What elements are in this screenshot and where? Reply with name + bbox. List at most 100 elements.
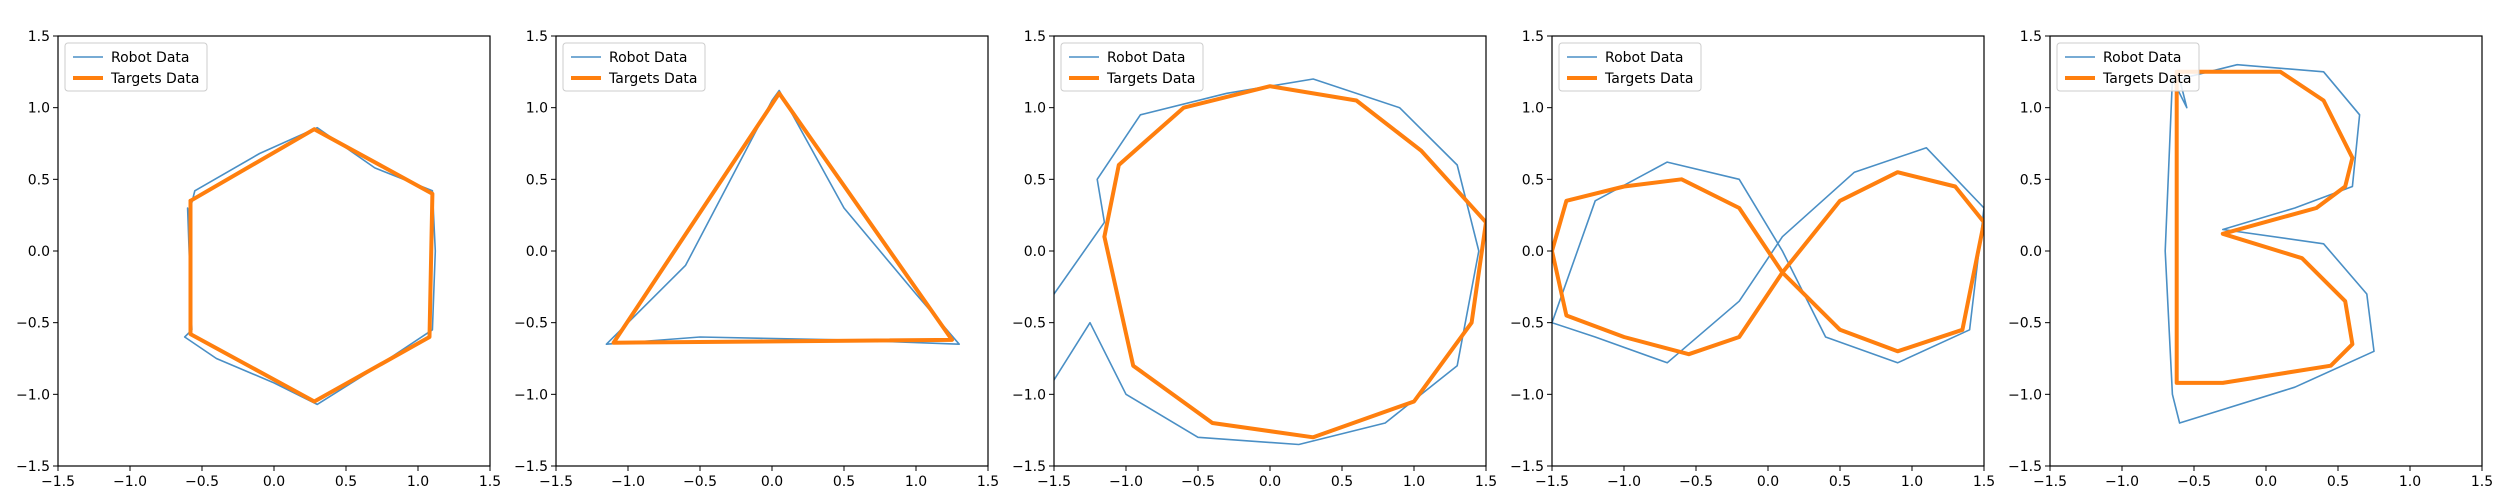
y-tick-label: −1.5 — [1510, 459, 1544, 475]
chart-panel-2: −1.5 −1.0 −0.5 0.0 0.5 1.0 1.5 −1.5 −1.0 −0.5 0.0 0… — [514, 29, 999, 490]
chart-panel-5: −1.5 −1.0 −0.5 0.0 0.5 1.0 1.5 −1.5 −1.0 −0.5 0.0 0… — [2008, 29, 2493, 490]
robot-data-line — [183, 126, 437, 406]
data-layer — [1552, 147, 1984, 364]
y-tick-label: −0.5 — [1510, 316, 1544, 332]
y-tick-label: 1.5 — [1024, 29, 1046, 45]
y-tick-label: 0.5 — [1024, 172, 1046, 188]
y-tick-label: 1.5 — [28, 29, 50, 45]
x-tick-label: −0.5 — [683, 474, 717, 490]
legend-label: Robot Data — [609, 50, 687, 66]
y-tick-label: 0.0 — [1522, 244, 1544, 260]
x-tick-label: −1.5 — [41, 474, 75, 490]
y-tick-label: 0.0 — [2020, 244, 2042, 260]
y-tick-label: 0.0 — [1024, 244, 1046, 260]
y-tick-label: 0.5 — [28, 172, 50, 188]
x-tick-label: −0.5 — [185, 474, 219, 490]
x-tick-label: 1.0 — [905, 474, 927, 490]
legend-label: Robot Data — [111, 50, 189, 66]
legend: Robot Data Targets Data — [2056, 42, 2200, 92]
x-tick-label: 1.5 — [479, 474, 501, 490]
data-layer — [183, 126, 437, 406]
x-tick-label: −1.5 — [539, 474, 573, 490]
y-tick-label: 0.5 — [2020, 172, 2042, 188]
robot-data-line — [605, 89, 961, 346]
plot-area — [2050, 36, 2482, 466]
x-tick-label: 1.0 — [407, 474, 429, 490]
y-tick-label: 1.0 — [2020, 101, 2042, 117]
y-tick-label: 1.0 — [1024, 101, 1046, 117]
x-tick-label: −0.5 — [2177, 474, 2211, 490]
chart-panel-1: −1.5 −1.0 −0.5 0.0 0.5 1.0 1.5 −1.5 −1.0 −0.5 0.0 0… — [16, 29, 501, 490]
legend: Robot Data Targets Data — [562, 42, 706, 92]
y-tick-label: −0.5 — [1012, 316, 1046, 332]
x-tick-label: −1.0 — [113, 474, 147, 490]
x-tick-label: 0.5 — [1829, 474, 1851, 490]
x-tick-label: −1.0 — [1109, 474, 1143, 490]
x-tick-label: 0.0 — [2255, 474, 2277, 490]
y-tick-label: −1.0 — [16, 387, 50, 403]
y-tick-label: −1.0 — [1012, 387, 1046, 403]
y-tick-label: −1.0 — [2008, 387, 2042, 403]
legend-label: Targets Data — [608, 71, 697, 87]
x-tick-label: 0.0 — [1259, 474, 1281, 490]
targets-data-line — [1552, 170, 1984, 357]
x-tick-label: 0.0 — [761, 474, 783, 490]
y-tick-label: −0.5 — [2008, 316, 2042, 332]
chart-panel-3: −1.5 −1.0 −0.5 0.0 0.5 1.0 1.5 −1.5 −1.0 −0.5 0.0 0… — [1012, 29, 1497, 490]
x-tick-label: 1.5 — [1973, 474, 1995, 490]
plot-area — [58, 36, 490, 466]
x-tick-label: 1.0 — [2399, 474, 2421, 490]
y-tick-label: 1.0 — [28, 101, 50, 117]
x-tick-label: 1.5 — [977, 474, 999, 490]
legend-label: Targets Data — [2102, 71, 2191, 87]
robot-data-line — [1552, 147, 1984, 364]
robot-data-line — [1054, 78, 1480, 446]
y-tick-label: 0.0 — [526, 244, 548, 260]
x-tick-label: −1.5 — [1535, 474, 1569, 490]
x-tick-label: 0.0 — [263, 474, 285, 490]
targets-data-line — [2174, 69, 2355, 385]
x-tick-label: 0.5 — [2327, 474, 2349, 490]
y-tick-label: 1.5 — [2020, 29, 2042, 45]
x-tick-label: 0.5 — [833, 474, 855, 490]
targets-data-line — [1102, 84, 1486, 440]
y-tick-label: 1.0 — [526, 101, 548, 117]
chart-panel-4: −1.5 −1.0 −0.5 0.0 0.5 1.0 1.5 −1.5 −1.0 −0.5 0.0 0… — [1510, 29, 1995, 490]
data-layer — [1054, 78, 1486, 446]
x-tick-label: −1.0 — [611, 474, 645, 490]
y-tick-label: −0.5 — [16, 316, 50, 332]
x-tick-label: −1.0 — [1607, 474, 1641, 490]
y-tick-label: −1.0 — [1510, 387, 1544, 403]
x-tick-label: 1.5 — [1475, 474, 1497, 490]
legend: Robot Data Targets Data — [64, 42, 208, 92]
y-tick-label: 0.5 — [1522, 172, 1544, 188]
y-tick-label: −1.5 — [16, 459, 50, 475]
targets-data-line — [611, 91, 954, 345]
x-tick-label: 1.5 — [2471, 474, 2493, 490]
data-layer — [2164, 63, 2375, 424]
targets-data-line — [188, 127, 435, 404]
plot-area — [1054, 36, 1486, 466]
y-tick-label: −0.5 — [514, 316, 548, 332]
x-tick-label: 1.0 — [1403, 474, 1425, 490]
x-tick-label: −1.5 — [1037, 474, 1071, 490]
y-tick-label: −1.5 — [1012, 459, 1046, 475]
y-tick-label: 1.5 — [1522, 29, 1544, 45]
legend-label: Targets Data — [1106, 71, 1195, 87]
y-tick-label: 0.0 — [28, 244, 50, 260]
data-layer — [605, 89, 961, 346]
x-tick-label: 0.0 — [1757, 474, 1779, 490]
legend-label: Robot Data — [1605, 50, 1683, 66]
legend-label: Targets Data — [110, 71, 199, 87]
legend-label: Targets Data — [1604, 71, 1693, 87]
robot-data-line — [2164, 63, 2375, 424]
y-tick-label: −1.5 — [514, 459, 548, 475]
x-tick-label: −0.5 — [1181, 474, 1215, 490]
legend-label: Robot Data — [2103, 50, 2181, 66]
x-tick-label: 1.0 — [1901, 474, 1923, 490]
y-tick-label: 1.0 — [1522, 101, 1544, 117]
x-tick-label: −1.5 — [2033, 474, 2067, 490]
y-tick-label: 0.5 — [526, 172, 548, 188]
legend-label: Robot Data — [1107, 50, 1185, 66]
